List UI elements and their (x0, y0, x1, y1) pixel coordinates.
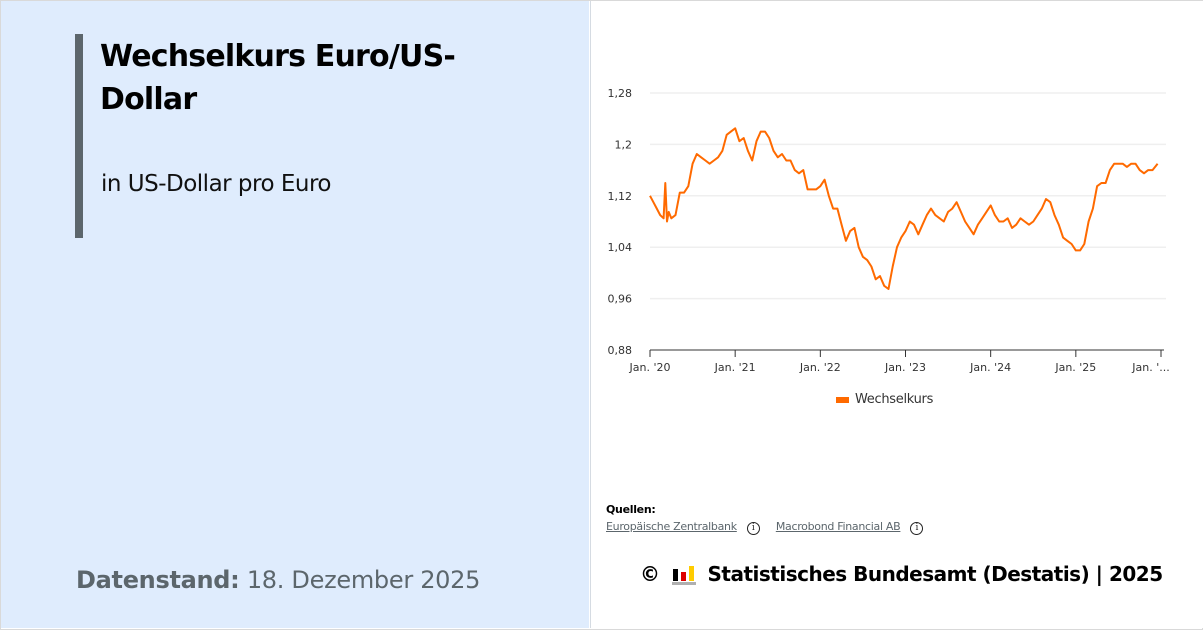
source-link-macrobond[interactable]: Macrobond Financial AB (775, 519, 901, 533)
copyright-icon: © (640, 562, 660, 586)
chart-panel (590, 1, 1203, 628)
footer-text: Statistisches Bundesamt (Destatis) | 202… (707, 562, 1164, 586)
line-chart: 0,88 0,96 1,04 1,12 1,2 1,28 Jan. '20 Jan. '21… (608, 87, 1170, 374)
y-tick-label: 1,04 (608, 241, 633, 254)
sources-label: Quellen: (606, 503, 656, 516)
y-tick-label: 1,28 (608, 87, 633, 100)
x-tick-label: Jan. '23 (884, 361, 926, 374)
x-tick-label: Jan. '24 (969, 361, 1011, 374)
info-icon[interactable]: i (910, 522, 924, 535)
sources: Quellen: Europäische Zentralbank i Macro… (606, 503, 939, 535)
x-tick-label: Jan. '21 (714, 361, 756, 374)
page-subtitle: in US-Dollar pro Euro (101, 171, 332, 197)
data-status: Datenstand: 18. Dezember 2025 (76, 566, 480, 594)
source-link-ezb[interactable]: Europäische Zentralbank (606, 519, 737, 533)
data-status-label: Datenstand: (76, 566, 240, 594)
accent-bar (75, 34, 83, 238)
y-tick-label: 1,12 (608, 190, 633, 203)
y-tick-label: 1,2 (615, 138, 633, 151)
destatis-logo-icon (671, 563, 696, 585)
y-axis: 0,88 0,96 1,04 1,12 1,2 1,28 (608, 87, 633, 357)
page-title: Wechselkurs Euro/US-Dollar (100, 39, 456, 117)
data-status-value: 18. Dezember 2025 (246, 566, 481, 594)
y-tick-label: 0,96 (608, 293, 633, 306)
x-tick-label: Jan. '22 (799, 361, 841, 374)
legend-label: Wechselkurs (855, 392, 934, 407)
series-line-wechselkurs[interactable] (649, 127, 1159, 290)
y-tick-label: 0,88 (608, 344, 633, 357)
chart-gridlines (650, 92, 1166, 300)
footer-credit: © Statistisches Bundesamt (Destatis) | 2… (640, 562, 1163, 586)
info-icon[interactable]: i (746, 522, 760, 535)
info-panel: Wechselkurs Euro/US-Dollar in US-Dollar … (1, 1, 589, 628)
legend-swatch-icon (836, 396, 849, 403)
x-tick-label: Jan. '25 (1054, 361, 1096, 374)
chart-legend[interactable]: Wechselkurs (836, 392, 933, 407)
x-tick-label: Jan. '20 (629, 361, 671, 374)
x-tick-label: Jan. '... (1131, 361, 1169, 374)
x-axis: Jan. '20 Jan. '21 Jan. '22 Jan. '23 Jan. '24… (629, 350, 1170, 374)
